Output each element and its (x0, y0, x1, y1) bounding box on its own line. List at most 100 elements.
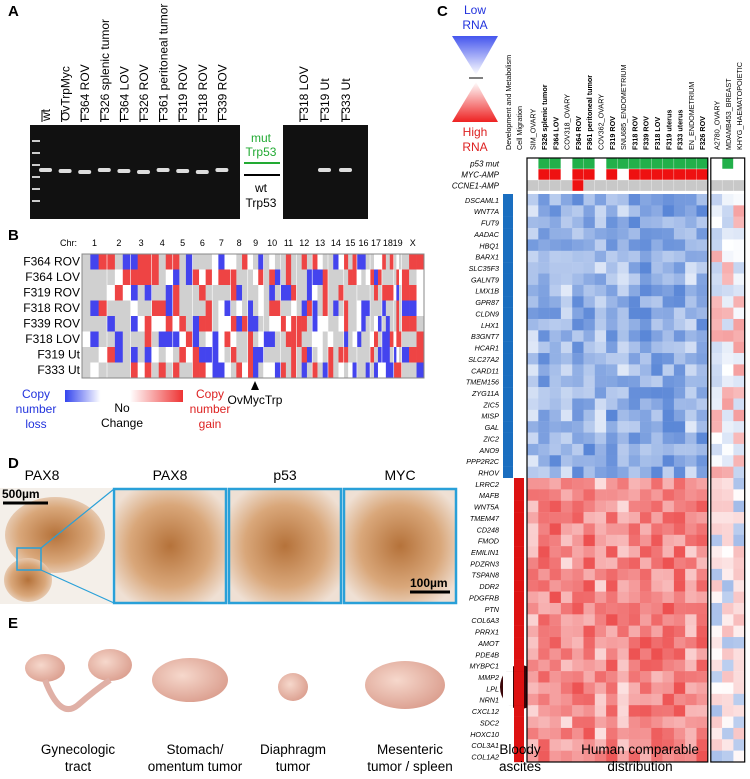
cnv-segment (361, 254, 366, 270)
heatmap-cell (662, 739, 675, 751)
heatmap-cell (673, 296, 686, 308)
heatmap-cell (538, 455, 550, 467)
cnv-segment (416, 347, 425, 363)
heatmap-cell (733, 273, 745, 286)
heatmap-cell (583, 671, 595, 683)
heatmap-cell (696, 216, 708, 229)
module-bar (503, 591, 513, 604)
module-bar (514, 546, 524, 558)
gel-band (117, 169, 131, 173)
heatmap-cell (549, 750, 562, 763)
heatmap-cell (722, 330, 734, 342)
heatmap-cell (640, 296, 652, 308)
heatmap-cell (560, 443, 573, 456)
cnv-segment (185, 254, 193, 270)
annotation-cell (639, 168, 652, 181)
heatmap-cell (651, 546, 663, 558)
heatmap-cell (628, 421, 641, 433)
chromosome-label: 16 (358, 238, 368, 248)
cnv-segment (312, 362, 318, 378)
heatmap-cell (628, 409, 641, 422)
heatmap-cell (673, 557, 686, 570)
cnv-segment (230, 316, 237, 332)
module-bar (514, 353, 524, 365)
cnv-segment (338, 300, 345, 316)
heatmap-cell (549, 637, 562, 649)
module-bar (514, 478, 524, 490)
cnv-segment (312, 347, 318, 363)
heatmap-cell (673, 250, 686, 263)
heatmap-cell (710, 341, 723, 354)
sample-label: F319 Ut (37, 348, 80, 362)
module-bar (503, 194, 513, 206)
cnv-segment (285, 269, 292, 285)
heatmap-cell (549, 580, 562, 592)
cnv-segment (253, 269, 259, 285)
column-label: F319 ROV (608, 116, 617, 150)
cnv-segment (247, 331, 254, 347)
heatmap-cell (527, 455, 539, 467)
annotation-cell (628, 157, 641, 170)
module-bar (503, 228, 513, 240)
heatmap-cell (673, 489, 686, 501)
cnv-segment (205, 300, 213, 316)
annotation-cell (696, 168, 709, 181)
heatmap-cell (640, 580, 652, 592)
heatmap-cell (606, 284, 618, 297)
module-bar (503, 273, 513, 286)
heatmap-cell (696, 523, 708, 535)
heatmap-cell (538, 330, 550, 342)
heatmap-cell (640, 307, 652, 320)
heatmap-cell (527, 421, 539, 433)
heatmap-frame (81, 253, 425, 379)
gene-label: MAFB (479, 491, 499, 500)
stain-title: PAX8 (153, 467, 188, 483)
heatmap-cell (606, 364, 618, 376)
heatmap-cell (696, 705, 708, 717)
heatmap-cell (527, 296, 539, 308)
heatmap-cell (640, 273, 652, 286)
heatmap-cell (673, 512, 686, 524)
heatmap-cell (594, 341, 607, 354)
heatmap-cell (733, 478, 745, 490)
heatmap-cell (560, 478, 573, 490)
cnv-segment (263, 316, 270, 332)
heatmap-cell (583, 637, 595, 649)
cnv-segment (230, 254, 237, 270)
annotation-cell (685, 168, 697, 181)
cnv-segment (322, 316, 329, 332)
heatmap-cell (722, 421, 734, 433)
heatmap-cell (722, 512, 734, 524)
heatmap-cell (527, 205, 539, 217)
heatmap-cell (527, 580, 539, 592)
heatmap-cell (617, 591, 629, 604)
heatmap-cell (538, 648, 550, 660)
annotation-cell (560, 157, 573, 170)
heatmap-cell (651, 568, 663, 581)
heatmap-cell (617, 489, 629, 501)
heatmap-cell (606, 455, 618, 467)
heatmap-cell (572, 398, 584, 411)
heatmap-cell (628, 228, 641, 240)
cnv-segment (199, 300, 206, 316)
cnv-segment (377, 300, 383, 316)
cnv-segment (306, 254, 313, 270)
heatmap-cell (651, 330, 663, 342)
heatmap-cell (733, 409, 745, 422)
scale-label: RNA (462, 18, 487, 32)
cnv-segment (90, 269, 99, 285)
heatmap-cell (673, 455, 686, 467)
chromosome-label: 15 (345, 238, 355, 248)
heatmap-cell (549, 194, 562, 206)
heatmap-cell (572, 205, 584, 217)
lane-label: wt (39, 108, 53, 122)
heatmap-cell (583, 500, 595, 513)
annotation-cell (710, 168, 723, 181)
heatmap-cell (685, 318, 697, 331)
cnv-segment (224, 347, 231, 363)
heatmap-cell (594, 489, 607, 501)
heatmap-cell (538, 614, 550, 626)
cnv-segment (352, 316, 358, 332)
cnv-segment (381, 347, 387, 363)
cnv-segment (106, 347, 116, 363)
